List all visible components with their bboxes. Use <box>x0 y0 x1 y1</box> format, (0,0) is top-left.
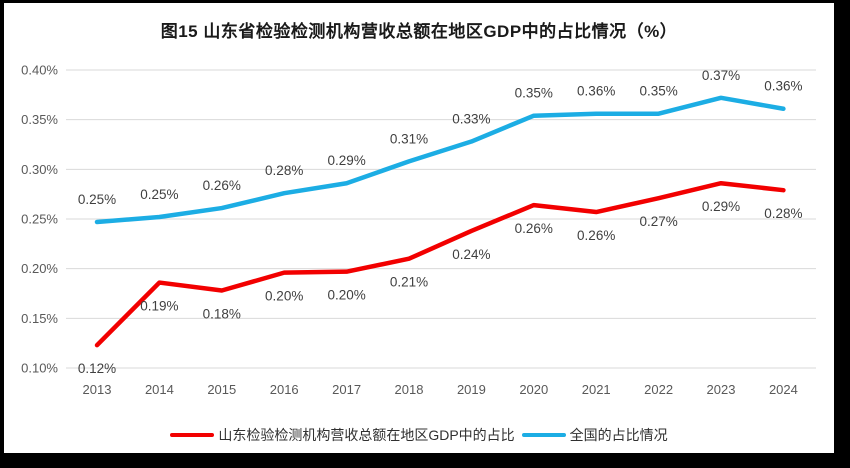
data-label: 0.28% <box>265 163 303 178</box>
legend-item-national[interactable]: 全国的占比情况 <box>521 425 668 445</box>
y-axis-tick-label: 0.10% <box>21 361 58 376</box>
data-label: 0.35% <box>639 84 677 99</box>
x-axis-tick-label: 2021 <box>582 382 611 397</box>
x-axis-tick-label: 2018 <box>395 382 424 397</box>
y-axis-tick-label: 0.30% <box>21 162 58 177</box>
x-axis-tick-label: 2017 <box>332 382 361 397</box>
data-label: 0.25% <box>78 192 116 207</box>
data-label: 0.24% <box>452 247 490 262</box>
line-chart-plot-area: 0.10% 0.15% 0.20% 0.25% 0.30% 0.35% 0.40% 2013 2… <box>21 63 816 397</box>
series-line-0 <box>94 180 786 348</box>
chart-title: 图15 山东省检验检测机构营收总额在地区GDP中的占比情况（%） <box>160 22 678 41</box>
data-label: 0.27% <box>639 214 677 229</box>
data-label: 0.37% <box>702 68 740 83</box>
legend-item-shandong[interactable]: 山东检验检测机构营收总额在地区GDP中的占比 <box>170 425 515 445</box>
x-axis-tick-label: 2019 <box>457 382 486 397</box>
y-axis-tick-label: 0.15% <box>21 311 58 326</box>
data-label: 0.26% <box>515 221 553 236</box>
series-line-1 <box>94 95 786 225</box>
data-label: 0.29% <box>327 153 365 168</box>
data-label: 0.29% <box>702 199 740 214</box>
legend-label-national: 全国的占比情况 <box>569 427 668 443</box>
chart-legend: 山东检验检测机构营收总额在地区GDP中的占比 全国的占比情况 <box>4 425 834 445</box>
x-axis-tick-label: 2014 <box>145 382 174 397</box>
x-axis-tick-label: 2024 <box>769 382 798 397</box>
y-axis-tick-label: 0.40% <box>21 63 58 78</box>
data-label: 0.19% <box>140 299 178 314</box>
data-label: 0.20% <box>327 288 365 303</box>
legend-swatch-shandong-icon <box>170 432 215 438</box>
data-label: 0.26% <box>203 178 241 193</box>
legend-label-shandong: 山东检验检测机构营收总额在地区GDP中的占比 <box>218 427 515 443</box>
x-axis-tick-label: 2020 <box>519 382 548 397</box>
data-label: 0.35% <box>515 86 553 101</box>
data-label: 0.20% <box>265 289 303 304</box>
data-label: 0.36% <box>764 79 802 94</box>
data-label: 0.28% <box>764 206 802 221</box>
data-label: 0.21% <box>390 275 428 290</box>
x-axis-tick-label: 2015 <box>207 382 236 397</box>
x-axis-tick-label: 2016 <box>270 382 299 397</box>
x-axis-tick-label: 2013 <box>83 382 112 397</box>
y-axis-tick-label: 0.20% <box>21 261 58 276</box>
data-label: 0.25% <box>140 187 178 202</box>
chart-canvas: 图15 山东省检验检测机构营收总额在地区GDP中的占比情况（%） 0.10% 0.… <box>4 3 834 453</box>
y-axis-tick-label: 0.35% <box>21 112 58 127</box>
data-label: 0.12% <box>78 361 116 376</box>
legend-swatch-national-icon <box>521 432 566 438</box>
x-axis-tick-label: 2023 <box>707 382 736 397</box>
data-label: 0.31% <box>390 131 428 146</box>
y-axis-tick-label: 0.25% <box>21 212 58 227</box>
data-label: 0.18% <box>203 307 241 322</box>
data-label: 0.33% <box>452 112 490 127</box>
x-axis-tick-label: 2022 <box>644 382 673 397</box>
data-label: 0.26% <box>577 228 615 243</box>
data-label: 0.36% <box>577 84 615 99</box>
